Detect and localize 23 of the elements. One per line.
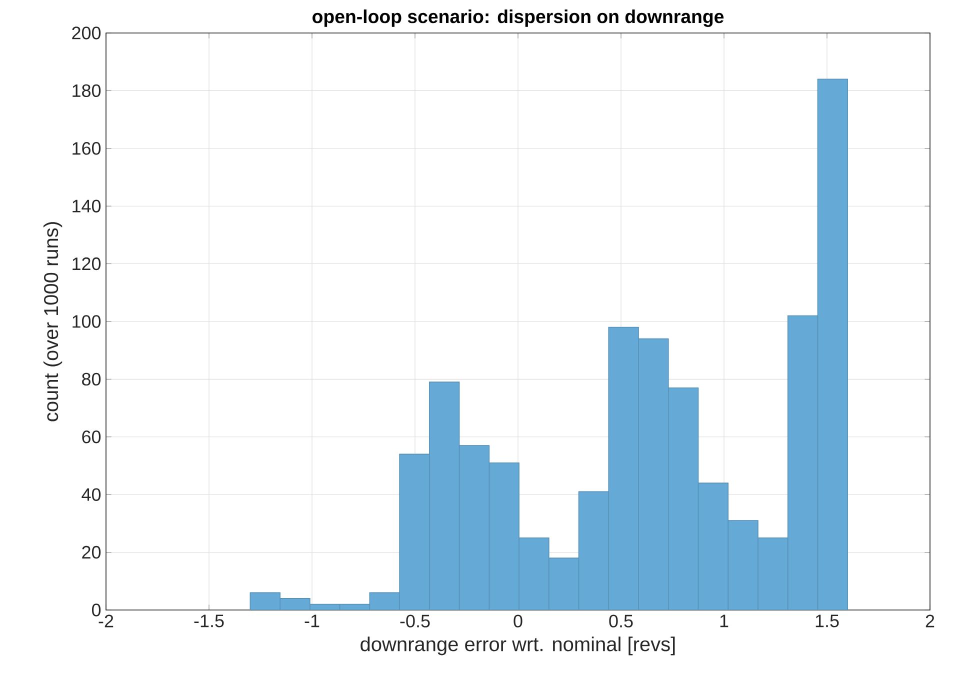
y-tick-label: 40	[82, 488, 101, 501]
y-tick-label: 0	[92, 604, 101, 616]
x-tick-label: 2	[926, 614, 934, 628]
x-tick-label: 1.5	[816, 614, 839, 628]
y-tick-label: 200	[72, 26, 101, 40]
x-tick-label: -1.5	[194, 614, 224, 628]
y-tick-label: 140	[72, 200, 101, 212]
y-tick-label: 60	[82, 430, 101, 444]
y-tick-label: 160	[72, 142, 101, 155]
x-tick-label: 0	[514, 614, 522, 628]
x-tick-label: 1	[720, 614, 728, 628]
y-tick-label: 20	[82, 546, 101, 559]
y-tick-label: 180	[72, 84, 101, 98]
x-tick-label: -0.5	[400, 614, 430, 628]
x-tick-label: -1	[304, 614, 320, 628]
x-axis-title: downrange error wrt. nominal [revs]	[360, 636, 675, 656]
y-tick-label: 120	[72, 257, 101, 270]
y-tick-label: 80	[82, 372, 101, 386]
x-tick-label: 0.5	[609, 614, 633, 628]
chart-title: open-loop scenario: dispersion on downrange	[312, 9, 724, 27]
y-tick-label: 100	[72, 315, 101, 328]
y-axis-title: count (over 1000 runs)	[43, 222, 62, 422]
x-tick-label: -2	[98, 614, 114, 628]
